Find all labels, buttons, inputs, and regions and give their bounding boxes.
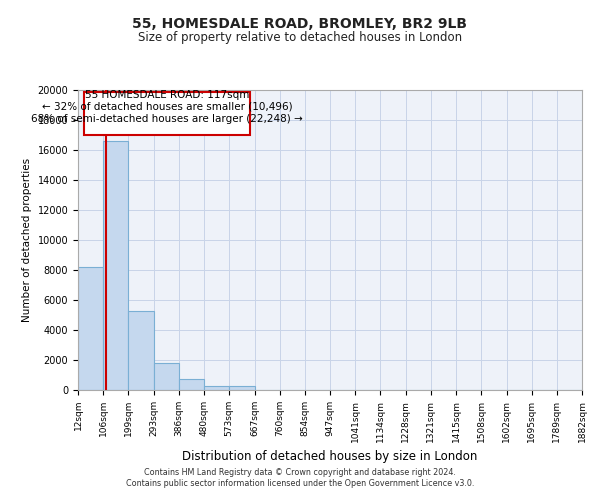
Bar [154, 363, 179, 390]
FancyBboxPatch shape [84, 92, 250, 135]
Bar [179, 379, 204, 390]
Text: Contains HM Land Registry data © Crown copyright and database right 2024.
Contai: Contains HM Land Registry data © Crown c… [126, 468, 474, 487]
Text: 55 HOMESDALE ROAD: 117sqm: 55 HOMESDALE ROAD: 117sqm [85, 90, 249, 100]
Text: Size of property relative to detached houses in London: Size of property relative to detached ho… [138, 31, 462, 44]
Y-axis label: Number of detached properties: Number of detached properties [22, 158, 32, 322]
X-axis label: Distribution of detached houses by size in London: Distribution of detached houses by size … [182, 450, 478, 463]
Text: ← 32% of detached houses are smaller (10,496): ← 32% of detached houses are smaller (10… [42, 102, 292, 112]
Bar [204, 386, 229, 390]
Bar [128, 310, 154, 390]
Text: 68% of semi-detached houses are larger (22,248) →: 68% of semi-detached houses are larger (… [31, 114, 303, 124]
Bar [78, 267, 103, 390]
Bar [229, 386, 254, 390]
Text: 55, HOMESDALE ROAD, BROMLEY, BR2 9LB: 55, HOMESDALE ROAD, BROMLEY, BR2 9LB [133, 18, 467, 32]
Bar [103, 141, 128, 390]
